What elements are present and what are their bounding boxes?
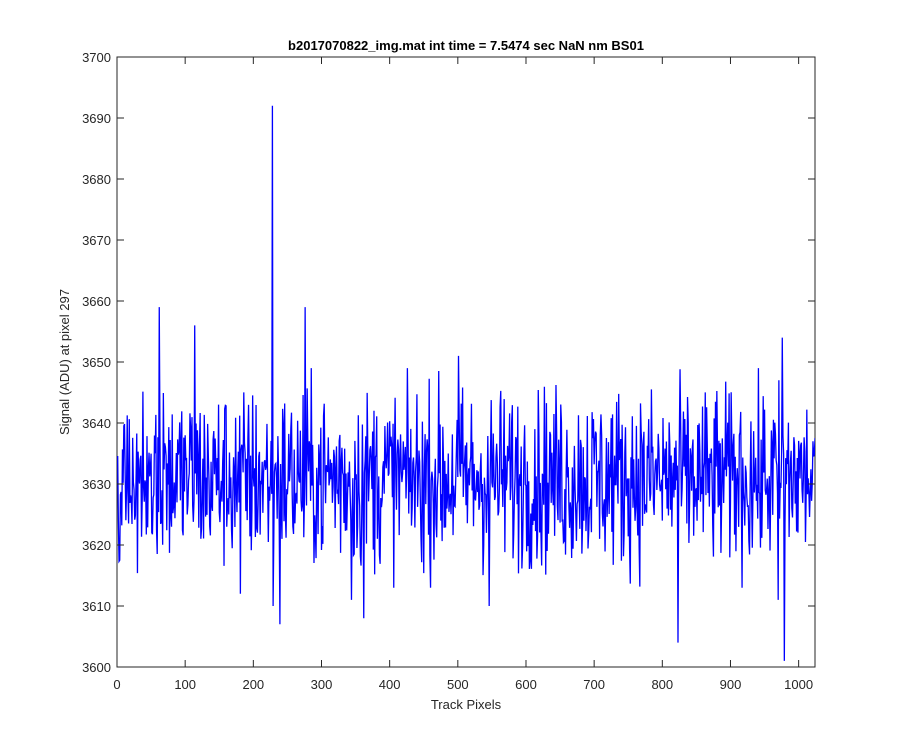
x-axis-ticks: 0 100 200 300 400 500 600 700 800 900 1000: [113, 57, 813, 692]
x-tick-label: 900: [720, 677, 742, 692]
y-tick-label: 3650: [82, 355, 111, 370]
y-tick-label: 3700: [82, 50, 111, 65]
y-tick-label: 3610: [82, 599, 111, 614]
axes-box: [116, 56, 816, 668]
y-tick-label: 3670: [82, 233, 111, 248]
x-tick-label: 0: [113, 677, 120, 692]
x-tick-label: 600: [515, 677, 537, 692]
y-tick-label: 3600: [82, 660, 111, 675]
x-tick-label: 800: [651, 677, 673, 692]
y-tick-label: 3620: [82, 538, 111, 553]
y-axis-label: Signal (ADU) at pixel 297: [57, 289, 72, 435]
x-tick-label: 200: [242, 677, 264, 692]
y-tick-label: 3630: [82, 477, 111, 492]
series-group: [117, 105, 815, 661]
x-tick-label: 300: [311, 677, 333, 692]
chart-title: b2017070822_img.mat int time = 7.5474 se…: [288, 38, 644, 53]
y-tick-label: 3660: [82, 294, 111, 309]
plot-area: [116, 56, 816, 668]
signal-series-line: [117, 105, 815, 661]
x-tick-label: 500: [447, 677, 469, 692]
x-tick-label: 700: [583, 677, 605, 692]
x-tick-label: 1000: [784, 677, 813, 692]
y-tick-label: 3680: [82, 172, 111, 187]
y-tick-label: 3640: [82, 416, 111, 431]
x-tick-label: 400: [379, 677, 401, 692]
y-tick-label: 3690: [82, 111, 111, 126]
y-axis-ticks: 3600 3610 3620 3630 3640 3650 3660 3670 3680 3690…: [82, 50, 815, 675]
x-axis-label: Track Pixels: [431, 697, 502, 712]
x-tick-label: 100: [174, 677, 196, 692]
